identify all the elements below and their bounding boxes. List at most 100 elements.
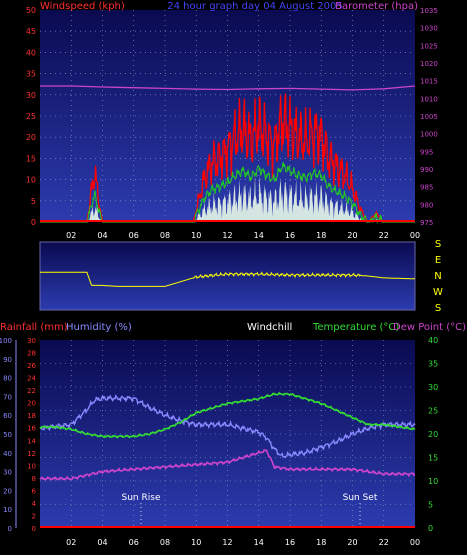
rain-tick-label: 22 bbox=[27, 387, 36, 395]
direction-plot-area bbox=[39, 241, 416, 311]
baro-tick-label: 1020 bbox=[420, 60, 438, 68]
baro-tick-label: 1035 bbox=[420, 7, 438, 15]
rain-tick-label: 10 bbox=[27, 462, 36, 470]
temp-axis-title: Temperature (°C) bbox=[312, 322, 399, 333]
temp-tick-label: 5 bbox=[428, 501, 433, 510]
humidity-axis-title: Humidity (%) bbox=[66, 322, 132, 333]
x-tick-label: 06 bbox=[129, 231, 139, 240]
baro-tick-label: 985 bbox=[420, 184, 433, 192]
rain-tick-label: 0 bbox=[32, 525, 36, 533]
compass-label: S bbox=[435, 303, 441, 314]
x-tick-label: 22 bbox=[379, 538, 389, 547]
x-tick-label: 08 bbox=[160, 538, 170, 547]
rain-tick-label: 24 bbox=[27, 375, 36, 383]
baro-axis-ticks: 975 980 985 990 995 1000 1005 1010 1015 1020 1025 1… bbox=[420, 7, 438, 227]
compass-label: N bbox=[434, 271, 441, 282]
x-tick-label: 00 bbox=[410, 231, 420, 240]
x-tick-label: 10 bbox=[191, 538, 201, 547]
wind-axis-ticks: 0 5 10 15 20 25 30 35 40 45 50 bbox=[26, 6, 36, 227]
x-tick-label: 12 bbox=[222, 231, 232, 240]
humidity-tick-label: 70 bbox=[3, 393, 12, 401]
rain-tick-label: 28 bbox=[27, 350, 36, 358]
rain-tick-label: 8 bbox=[32, 475, 36, 483]
temp-x-ticks: 02 04 06 08 10 12 14 16 18 20 22 00 bbox=[66, 538, 420, 547]
x-tick-label: 22 bbox=[379, 231, 389, 240]
wind-grid bbox=[40, 10, 415, 222]
baro-tick-label: 1015 bbox=[420, 78, 438, 86]
sun-markers bbox=[140, 503, 361, 528]
wind-tick-label: 40 bbox=[26, 48, 36, 57]
windchill-title: Windchill bbox=[247, 322, 292, 333]
x-tick-label: 10 bbox=[191, 231, 201, 240]
compass-label: S bbox=[435, 239, 441, 250]
x-tick-label: 16 bbox=[285, 231, 295, 240]
temp-tick-label: 20 bbox=[428, 430, 438, 439]
humidity-tick-label: 50 bbox=[3, 431, 12, 439]
x-tick-label: 02 bbox=[66, 538, 76, 547]
humidity-tick-label: 80 bbox=[3, 375, 12, 383]
humidity-tick-label: 30 bbox=[3, 469, 12, 477]
temp-tick-label: 40 bbox=[428, 336, 438, 345]
x-tick-label: 14 bbox=[254, 231, 264, 240]
wind-tick-label: 20 bbox=[26, 133, 36, 142]
wind-tick-label: 35 bbox=[26, 70, 36, 79]
wind-direction-line bbox=[40, 271, 415, 287]
x-tick-label: 16 bbox=[285, 538, 295, 547]
rain-tick-label: 18 bbox=[27, 412, 36, 420]
temp-tick-label: 15 bbox=[428, 454, 438, 463]
rain-tick-label: 6 bbox=[32, 487, 37, 495]
humidity-line bbox=[39, 394, 416, 459]
barometer-line bbox=[40, 85, 416, 91]
chart-title: 24 hour graph day 04 August 2005 bbox=[167, 1, 343, 12]
humidity-axis-ticks: 0 10 20 30 40 50 60 70 80 90 100 bbox=[0, 337, 17, 533]
wind-tick-label: 25 bbox=[26, 112, 36, 121]
wind-tick-label: 10 bbox=[26, 176, 36, 185]
temp-tick-label: 25 bbox=[428, 407, 438, 416]
humidity-tick-label: 0 bbox=[8, 525, 12, 533]
humidity-tick-label: 40 bbox=[3, 450, 12, 458]
x-tick-label: 08 bbox=[160, 231, 170, 240]
rain-tick-label: 26 bbox=[27, 362, 36, 370]
x-tick-label: 00 bbox=[410, 538, 420, 547]
x-tick-label: 02 bbox=[66, 231, 76, 240]
temp-tick-label: 35 bbox=[428, 360, 438, 369]
baro-axis-title: Barometer (hpa) bbox=[335, 1, 418, 12]
rain-tick-label: 14 bbox=[27, 437, 36, 445]
wind-series bbox=[40, 85, 416, 224]
humidity-tick-label: 60 bbox=[3, 412, 12, 420]
humidity-tick-label: 90 bbox=[3, 356, 12, 364]
rain-tick-label: 12 bbox=[27, 450, 36, 458]
wind-tick-label: 45 bbox=[26, 27, 36, 36]
baro-tick-label: 1030 bbox=[420, 25, 438, 33]
humidity-tick-label: 100 bbox=[0, 337, 12, 345]
wind-tick-label: 50 bbox=[26, 6, 36, 15]
x-tick-label: 18 bbox=[316, 538, 326, 547]
temperature-line bbox=[39, 391, 416, 439]
baro-tick-label: 975 bbox=[420, 219, 433, 227]
rain-tick-label: 2 bbox=[32, 512, 36, 520]
wind-tick-label: 30 bbox=[26, 91, 36, 100]
wind-axis-title: Windspeed (kph) bbox=[40, 1, 125, 12]
wind-tick-label: 5 bbox=[31, 197, 36, 206]
x-tick-label: 20 bbox=[347, 538, 357, 547]
baro-tick-label: 1025 bbox=[420, 42, 438, 50]
x-tick-label: 20 bbox=[347, 231, 357, 240]
humidity-tick-label: 20 bbox=[3, 487, 12, 495]
direction-series bbox=[40, 271, 415, 287]
sunrise-label: Sun Rise bbox=[122, 493, 161, 503]
dewpoint-line bbox=[39, 448, 416, 481]
x-tick-label: 12 bbox=[222, 538, 232, 547]
rain-axis-title: Rainfall (mm) bbox=[0, 322, 68, 333]
wind-x-ticks: 02 04 06 08 10 12 14 16 18 20 22 00 bbox=[66, 231, 420, 240]
x-tick-label: 04 bbox=[97, 231, 107, 240]
compass-label: W bbox=[433, 287, 443, 298]
rain-tick-label: 4 bbox=[32, 500, 37, 508]
x-tick-label: 06 bbox=[129, 538, 139, 547]
temp-tick-label: 30 bbox=[428, 383, 438, 392]
x-tick-label: 18 bbox=[316, 231, 326, 240]
temp-tick-label: 10 bbox=[428, 477, 438, 486]
baro-tick-label: 1010 bbox=[420, 95, 438, 103]
dewpoint-axis-title: Dew Point (°C) bbox=[393, 322, 466, 333]
